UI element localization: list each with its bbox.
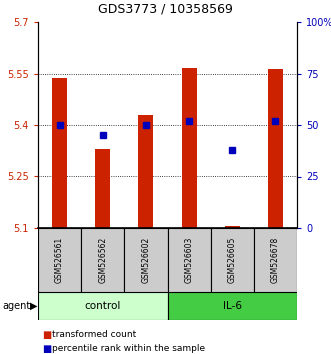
Text: ▶: ▶ — [30, 301, 37, 311]
Text: control: control — [84, 301, 121, 311]
Bar — [81, 228, 124, 292]
Bar — [138, 115, 154, 228]
Bar — [38, 228, 81, 292]
Bar — [124, 228, 167, 292]
Bar — [95, 149, 110, 228]
Text: GSM526678: GSM526678 — [271, 237, 280, 283]
Bar — [167, 292, 297, 320]
Bar — [52, 78, 67, 228]
Bar — [211, 228, 254, 292]
Text: GSM526561: GSM526561 — [55, 237, 64, 283]
Text: agent: agent — [2, 301, 30, 311]
Bar — [254, 228, 297, 292]
Bar — [181, 68, 197, 228]
Text: percentile rank within the sample: percentile rank within the sample — [52, 344, 205, 353]
Text: ■: ■ — [42, 330, 51, 340]
Text: GDS3773 / 10358569: GDS3773 / 10358569 — [98, 2, 233, 15]
Text: transformed count: transformed count — [52, 330, 136, 339]
Bar — [268, 69, 283, 228]
Bar — [225, 226, 240, 228]
Bar — [38, 292, 167, 320]
Text: ■: ■ — [42, 344, 51, 354]
Bar — [167, 228, 211, 292]
Text: GSM526603: GSM526603 — [185, 237, 194, 283]
Text: GSM526602: GSM526602 — [141, 237, 150, 283]
Text: GSM526562: GSM526562 — [98, 237, 107, 283]
Text: IL-6: IL-6 — [223, 301, 242, 311]
Text: GSM526605: GSM526605 — [228, 237, 237, 283]
